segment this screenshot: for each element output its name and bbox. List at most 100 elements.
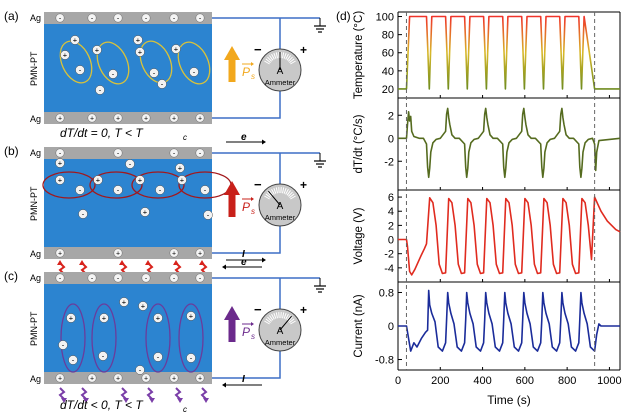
y-tick-label: -2 [384, 156, 394, 168]
ammeter-scale-tick [267, 56, 273, 62]
charge-sign: + [141, 302, 146, 311]
bound-charge [108, 69, 118, 79]
bound-charge [157, 79, 167, 89]
bound-charge [99, 313, 109, 323]
charge-sign: - [112, 70, 115, 79]
charge-sign: + [172, 251, 176, 258]
ammeter-scale-tick [285, 313, 289, 320]
y-tick-label: 60 [382, 48, 394, 60]
bound-charge [55, 158, 65, 168]
charge-sign: - [59, 151, 62, 158]
cool-arrow-head [61, 398, 67, 403]
minus-terminal: − [254, 42, 262, 57]
condition-label: dT/dt < 0, T < T [60, 398, 144, 412]
polarization-arrow-shaft [228, 320, 236, 342]
panel-letter: (c) [4, 269, 18, 283]
bound-charge [98, 351, 108, 361]
bound-charge [200, 185, 210, 195]
top-electrode [44, 147, 212, 159]
charge-sign: - [153, 69, 156, 78]
condition-label: dT/dt = 0, T < T [60, 126, 144, 140]
charge-sign: - [161, 80, 164, 89]
charge-sign: + [90, 116, 94, 123]
bound-charge [133, 35, 143, 45]
charge-sign: - [79, 66, 82, 75]
electrode-charge [169, 113, 179, 123]
charge-sign: - [117, 16, 120, 23]
electrode-charge [141, 273, 151, 283]
heat-arrow-head [145, 260, 151, 265]
subplot-3: -4 -2 0 2 4 6 Voltage (V) [353, 190, 621, 283]
series-line [398, 15, 620, 90]
series-line [398, 196, 621, 276]
cool-flow-icon [58, 387, 66, 400]
bound-charge [70, 35, 80, 45]
electrode-charge [195, 248, 205, 258]
y-tick-label: 100 [376, 12, 394, 24]
bound-charge [135, 47, 145, 57]
material-label: PMN-PT [29, 51, 39, 86]
charge-sign: + [178, 164, 183, 173]
charge-sign: - [173, 151, 176, 158]
charge-sign: + [90, 376, 94, 383]
polarization-subscript: s [251, 332, 255, 341]
electrode-charge [87, 373, 97, 383]
wire-bottom [212, 225, 281, 254]
bound-charge [135, 175, 145, 185]
charge-sign: + [58, 116, 62, 123]
electrode-charge [113, 13, 123, 23]
bound-charge [58, 340, 68, 350]
ammeter-scale-tick [265, 58, 271, 64]
minus-terminal: − [254, 302, 262, 317]
ag-label-top: Ag [30, 273, 41, 283]
ammeter-scale-tick [269, 315, 274, 321]
y-axis-label: Voltage (V) [353, 207, 365, 264]
top-electrode [44, 12, 212, 24]
y-tick-label: 2 [388, 110, 394, 122]
charge-sign: - [99, 86, 102, 95]
ammeter-scale-tick [285, 53, 289, 60]
bound-charge [93, 175, 103, 185]
dipole-ellipse [91, 303, 117, 373]
dipole-ellipse [177, 41, 211, 85]
plus-terminal: + [300, 178, 307, 192]
charge-sign: - [145, 276, 148, 283]
ammeter-scale-tick [271, 188, 275, 195]
electrode-charge [55, 248, 65, 258]
ammeter-scale-tick [269, 190, 274, 196]
y-tick-label: 0 [388, 321, 394, 333]
electrode-charge [141, 13, 151, 23]
cool-arrow-head [123, 398, 129, 403]
bound-charge [119, 297, 129, 307]
current-label: I [242, 249, 245, 260]
x-tick-label: 800 [558, 375, 576, 387]
charge-sign: + [102, 314, 107, 323]
charge-sign: + [144, 376, 148, 383]
charge-sign: - [159, 186, 162, 195]
charge-sign: + [198, 116, 202, 123]
polarization-label: P [242, 325, 250, 339]
dipole-ellipse [60, 303, 86, 373]
bound-charge [203, 210, 213, 220]
y-tick-label: 40 [382, 66, 394, 78]
x-axis-label: Time (s) [487, 393, 531, 407]
electrode-charge [55, 113, 65, 123]
bound-charge [140, 207, 150, 217]
dipole-ellipse [145, 303, 171, 373]
ag-label-bottom: Ag [30, 249, 41, 259]
cool-flow-icon [120, 387, 128, 400]
electrode-charge [113, 273, 123, 283]
charge-sign: - [72, 356, 75, 365]
charge-sign: - [91, 16, 94, 23]
heat-arrow-head [79, 260, 85, 265]
ammeter-scale-tick [282, 187, 285, 194]
polarization-arrow-shaft [228, 195, 236, 217]
y-tick-label: 0 [388, 235, 394, 247]
ammeter-label: Ammeter [265, 338, 296, 347]
bound-charge [78, 209, 88, 219]
charge-sign: - [199, 16, 202, 23]
ammeter-scale-tick [269, 55, 274, 61]
